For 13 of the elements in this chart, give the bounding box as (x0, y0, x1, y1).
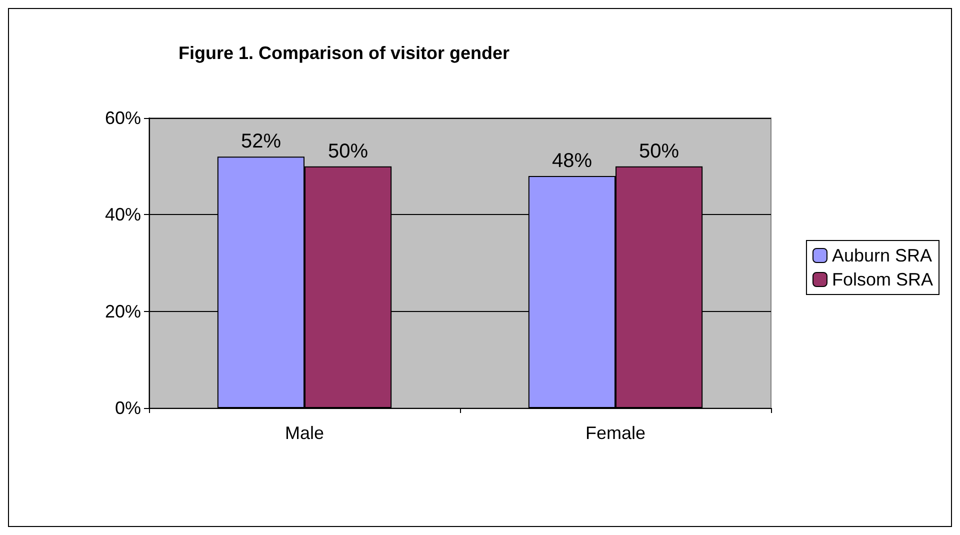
x-tick-label: Female (585, 423, 646, 443)
data-label: 52% (240, 130, 282, 153)
y-tick-label: 60% (104, 108, 141, 128)
x-tick-label: Male (284, 423, 324, 443)
data-label: 50% (328, 140, 368, 162)
y-tick-label: 20% (104, 301, 141, 322)
chart-title: Figure 1. Comparison of visitor gender (178, 43, 510, 63)
legend-label: Auburn SRA (832, 246, 932, 266)
y-tick-label: 40% (104, 204, 141, 225)
legend-label: Folsom SRA (832, 270, 934, 290)
data-label: 48% (552, 150, 592, 172)
data-label: 50% (639, 140, 680, 162)
y-tick-label: 0% (114, 398, 141, 418)
